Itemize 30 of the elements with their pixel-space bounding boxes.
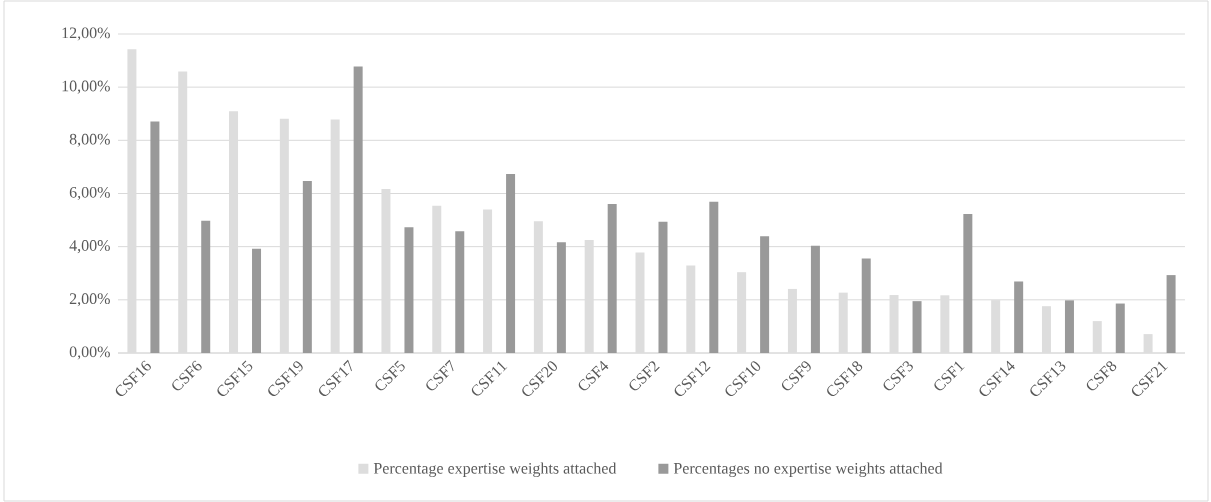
bar: [404, 227, 414, 353]
bar: [252, 248, 262, 353]
bar: [1166, 275, 1176, 353]
bar: [810, 245, 820, 353]
y-tick-label: 2,00%: [69, 293, 110, 307]
bar: [1014, 281, 1024, 353]
legend-label: Percentages no expertise weights attached: [673, 462, 943, 478]
bar: [201, 220, 211, 353]
bar: [556, 242, 566, 353]
y-tick-label: 10,00%: [62, 80, 110, 94]
bar: [150, 121, 160, 353]
bar: [709, 201, 719, 353]
y-tick-label: 0,00%: [69, 346, 110, 360]
bar: [760, 236, 770, 353]
y-tick-label: 12,00%: [62, 27, 110, 41]
bar: [302, 181, 312, 353]
bar: [607, 204, 617, 353]
legend-label: Percentage expertise weights attached: [373, 462, 617, 478]
bar: [1115, 303, 1125, 353]
bar: [861, 258, 871, 353]
y-tick-label: 8,00%: [69, 133, 110, 147]
y-tick-label: 6,00%: [69, 186, 110, 201]
bar: [963, 213, 973, 353]
y-tick-label: 4,00%: [69, 240, 110, 254]
bar: [1064, 300, 1074, 353]
bar: [353, 66, 363, 353]
bar: [506, 174, 516, 353]
bar: [912, 301, 922, 353]
bar: [658, 221, 668, 353]
bar: [455, 231, 465, 353]
